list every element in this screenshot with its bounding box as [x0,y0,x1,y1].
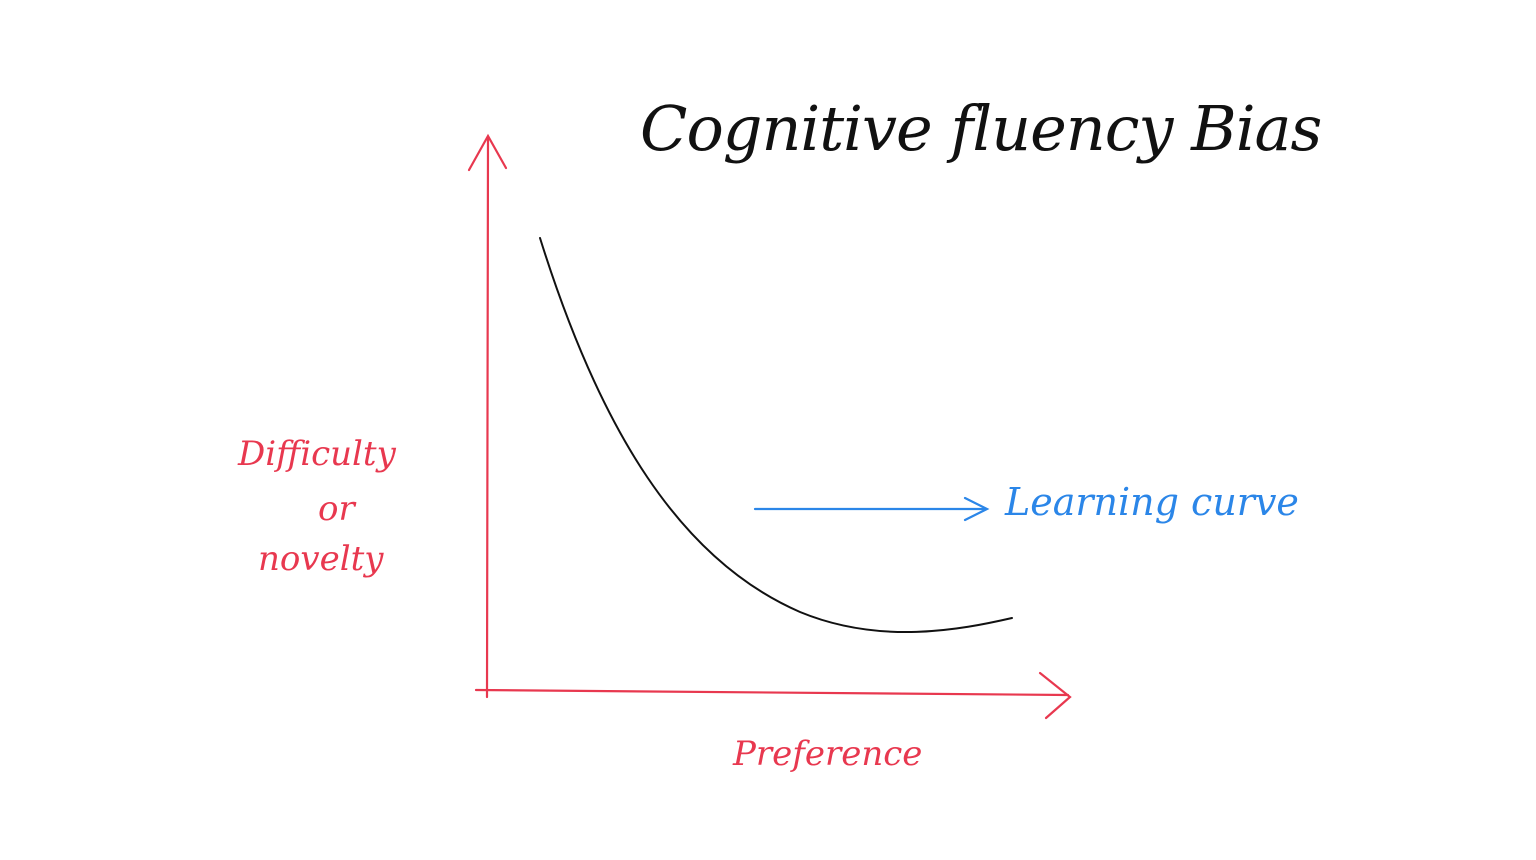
annotation-arrowhead [963,496,990,522]
x-axis [474,671,1072,720]
y-axis-label-line1: Difficulty [237,434,397,474]
y-axis-label-line2: or [318,489,356,529]
y-axis-line [485,136,490,699]
y-axis-arrowhead [467,133,508,172]
y-axis-label-line3: novelty [258,539,384,579]
x-axis-line [474,688,1070,697]
annotation-arrow [753,496,990,522]
annotation-label: Learning curve [1004,480,1299,524]
y-axis [467,133,508,699]
diagram-title: Cognitive fluency Bias [640,92,1321,165]
x-axis-arrowhead [1038,671,1072,720]
learning-curve [539,237,1013,634]
x-axis-label: Preference [732,734,922,774]
